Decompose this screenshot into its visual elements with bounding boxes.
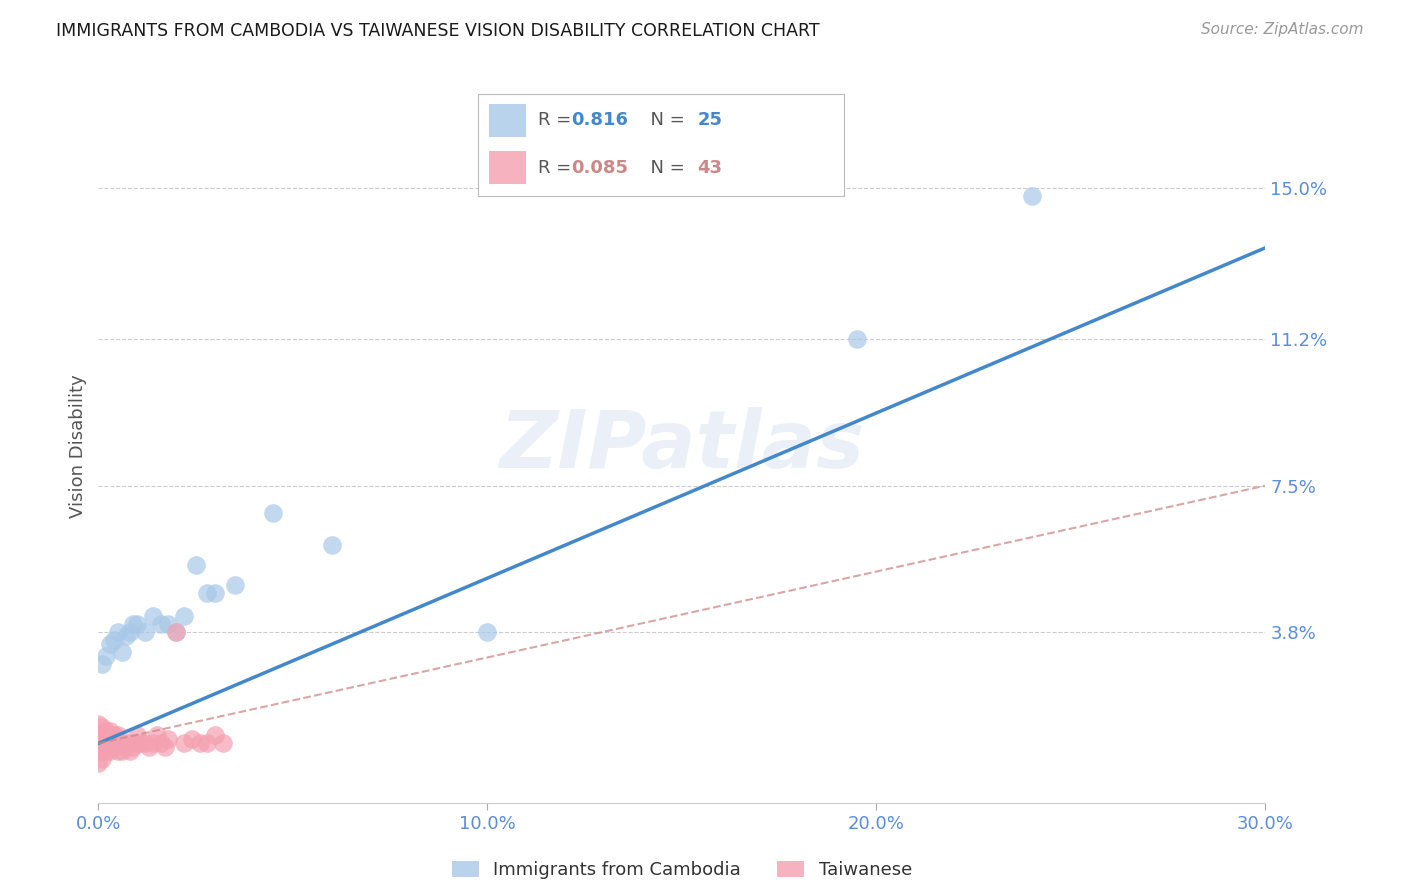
Point xyxy=(153,740,176,755)
Point xyxy=(96,736,118,750)
Point xyxy=(118,625,141,640)
Text: 43: 43 xyxy=(697,159,723,177)
Point xyxy=(111,736,134,750)
Text: N =: N = xyxy=(638,112,690,129)
Point xyxy=(149,736,172,750)
Point xyxy=(107,625,129,640)
Point xyxy=(122,617,145,632)
Point xyxy=(118,744,141,758)
Point xyxy=(157,732,180,747)
Point xyxy=(87,716,110,731)
Point xyxy=(129,736,152,750)
Point xyxy=(98,744,121,758)
Point xyxy=(188,736,211,750)
Text: R =: R = xyxy=(538,159,578,177)
Point xyxy=(146,728,169,742)
Point xyxy=(180,732,202,747)
Point xyxy=(87,756,110,771)
Point xyxy=(184,558,207,572)
Point xyxy=(87,736,110,750)
Legend: Immigrants from Cambodia, Taiwanese: Immigrants from Cambodia, Taiwanese xyxy=(444,854,920,887)
Point xyxy=(165,625,187,640)
Point xyxy=(134,736,156,750)
Point xyxy=(91,744,114,758)
Point xyxy=(149,617,172,632)
Point xyxy=(846,332,869,346)
Point xyxy=(477,625,499,640)
Y-axis label: Vision Disability: Vision Disability xyxy=(69,374,87,518)
Point xyxy=(224,578,246,592)
Text: 0.085: 0.085 xyxy=(571,159,628,177)
Point xyxy=(96,649,118,664)
Text: N =: N = xyxy=(638,159,690,177)
Point xyxy=(165,625,187,640)
Point xyxy=(103,736,125,750)
Text: ZIPatlas: ZIPatlas xyxy=(499,407,865,485)
Point xyxy=(87,728,110,742)
Text: 25: 25 xyxy=(697,112,723,129)
Point xyxy=(127,617,149,632)
Text: 0.816: 0.816 xyxy=(571,112,628,129)
Point xyxy=(157,617,180,632)
Point xyxy=(142,736,165,750)
Point xyxy=(127,728,149,742)
Point xyxy=(262,507,284,521)
Point xyxy=(204,728,226,742)
Bar xyxy=(489,104,526,136)
Point xyxy=(91,657,114,671)
Point xyxy=(96,744,118,758)
Point xyxy=(91,752,114,766)
Point xyxy=(321,538,343,552)
Point xyxy=(98,637,121,651)
Point xyxy=(107,744,129,758)
Point xyxy=(173,609,195,624)
Point xyxy=(96,724,118,739)
Point xyxy=(111,645,134,659)
Point xyxy=(91,728,114,742)
Bar xyxy=(489,151,526,184)
Point xyxy=(173,736,195,750)
Text: R =: R = xyxy=(538,112,578,129)
Point xyxy=(98,724,121,739)
Point xyxy=(134,625,156,640)
Point xyxy=(114,629,136,643)
Point xyxy=(103,633,125,648)
Point xyxy=(142,609,165,624)
Point xyxy=(138,740,160,755)
Point xyxy=(195,585,218,599)
Point xyxy=(114,740,136,755)
Point xyxy=(98,736,121,750)
Point xyxy=(91,736,114,750)
Text: Source: ZipAtlas.com: Source: ZipAtlas.com xyxy=(1201,22,1364,37)
Point xyxy=(127,736,149,750)
Point xyxy=(91,721,114,735)
Point xyxy=(118,736,141,750)
Point xyxy=(122,740,145,755)
Point xyxy=(103,728,125,742)
Point xyxy=(212,736,235,750)
Point xyxy=(87,744,110,758)
Point xyxy=(195,736,218,750)
Text: IMMIGRANTS FROM CAMBODIA VS TAIWANESE VISION DISABILITY CORRELATION CHART: IMMIGRANTS FROM CAMBODIA VS TAIWANESE VI… xyxy=(56,22,820,40)
Point xyxy=(1021,189,1043,203)
Point xyxy=(107,728,129,742)
Point xyxy=(111,744,134,758)
Point xyxy=(204,585,226,599)
